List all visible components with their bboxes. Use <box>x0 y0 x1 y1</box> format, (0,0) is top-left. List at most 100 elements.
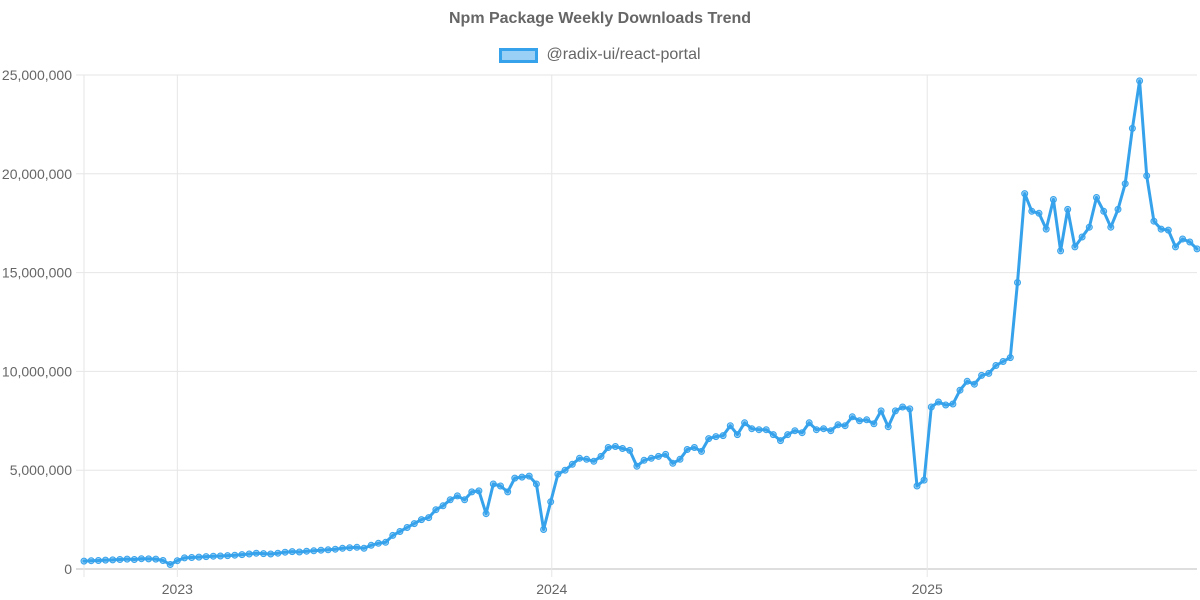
data-point <box>446 496 454 504</box>
data-point <box>554 470 562 478</box>
data-point <box>705 435 713 443</box>
data-point <box>525 472 533 480</box>
data-point <box>475 487 483 495</box>
data-point <box>1186 238 1194 246</box>
data-point <box>834 421 842 429</box>
data-point <box>252 549 260 557</box>
data-point <box>274 549 282 557</box>
data-point <box>1179 235 1187 243</box>
y-tick-label: 20,000,000 <box>2 166 72 182</box>
data-point <box>805 419 813 427</box>
data-point <box>568 460 576 468</box>
data-point <box>1078 233 1086 241</box>
data-point <box>152 555 160 563</box>
data-point <box>870 420 878 428</box>
data-point <box>978 371 986 379</box>
data-point <box>432 506 440 514</box>
data-point <box>935 398 942 406</box>
data-point <box>576 454 583 462</box>
data-point <box>317 546 325 554</box>
data-point <box>80 557 88 565</box>
data-point <box>1114 205 1122 213</box>
data-point <box>1014 279 1021 286</box>
data-point <box>899 403 907 411</box>
data-point <box>891 407 899 415</box>
data-point <box>798 429 806 437</box>
data-point <box>1021 190 1029 198</box>
y-tick-label: 0 <box>64 561 72 577</box>
data-point <box>439 502 447 510</box>
data-point <box>497 482 504 490</box>
data-point <box>827 427 835 435</box>
data-point <box>963 377 971 385</box>
data-point <box>985 369 993 377</box>
data-point <box>159 557 167 564</box>
data-point <box>216 552 224 560</box>
data-point <box>791 427 799 435</box>
data-point <box>188 554 196 561</box>
data-point <box>403 524 411 531</box>
data-point <box>676 455 684 463</box>
data-point <box>382 538 390 546</box>
data-point <box>1049 196 1057 203</box>
data-point <box>195 553 203 561</box>
data-point <box>1006 354 1014 362</box>
data-point <box>698 447 705 455</box>
data-point <box>209 552 217 560</box>
data-point <box>267 550 275 558</box>
data-point <box>741 419 749 427</box>
data-point <box>733 431 741 439</box>
data-point <box>87 557 95 565</box>
data-point <box>346 544 354 552</box>
data-point <box>927 403 935 411</box>
data-point <box>231 551 239 559</box>
data-point <box>511 474 519 482</box>
data-point <box>1028 207 1036 215</box>
data-point <box>94 557 102 564</box>
legend[interactable]: @radix-ui/react-portal <box>0 46 1200 64</box>
data-point <box>942 401 950 409</box>
x-tick-label: 2025 <box>912 581 943 597</box>
data-point <box>331 545 339 553</box>
data-point <box>324 546 332 554</box>
data-point <box>748 425 756 433</box>
data-point <box>281 548 289 556</box>
data-point <box>999 358 1007 365</box>
data-point <box>784 431 792 439</box>
data-point <box>1193 245 1200 253</box>
data-point <box>123 555 131 563</box>
data-point <box>726 422 734 430</box>
data-point <box>245 550 253 558</box>
data-point <box>224 552 232 560</box>
data-point <box>453 492 461 500</box>
data-point <box>633 462 641 470</box>
data-point <box>489 480 497 488</box>
data-point <box>626 446 634 454</box>
data-point <box>1150 217 1158 225</box>
series-line <box>82 79 1199 566</box>
x-tick-label: 2023 <box>162 581 193 597</box>
legend-label: @radix-ui/react-portal <box>546 46 701 63</box>
data-point <box>353 543 361 551</box>
data-point <box>1093 194 1100 201</box>
data-point <box>777 437 784 445</box>
chart-title: Npm Package Weekly Downloads Trend <box>448 10 752 27</box>
data-point <box>1057 247 1065 255</box>
data-point <box>468 488 476 496</box>
data-point <box>202 553 210 561</box>
data-point <box>130 556 138 563</box>
data-point <box>102 556 109 564</box>
data-point <box>410 520 418 528</box>
data-point <box>640 456 648 464</box>
data-point <box>173 557 181 565</box>
data-point <box>303 547 311 555</box>
data-point <box>992 362 1000 369</box>
data-point <box>719 432 727 440</box>
data-point <box>288 548 296 556</box>
data-point <box>109 556 117 564</box>
data-point <box>590 457 598 465</box>
x-tick-label: 2024 <box>536 581 567 597</box>
data-point <box>1071 243 1079 251</box>
data-point <box>1035 209 1043 217</box>
